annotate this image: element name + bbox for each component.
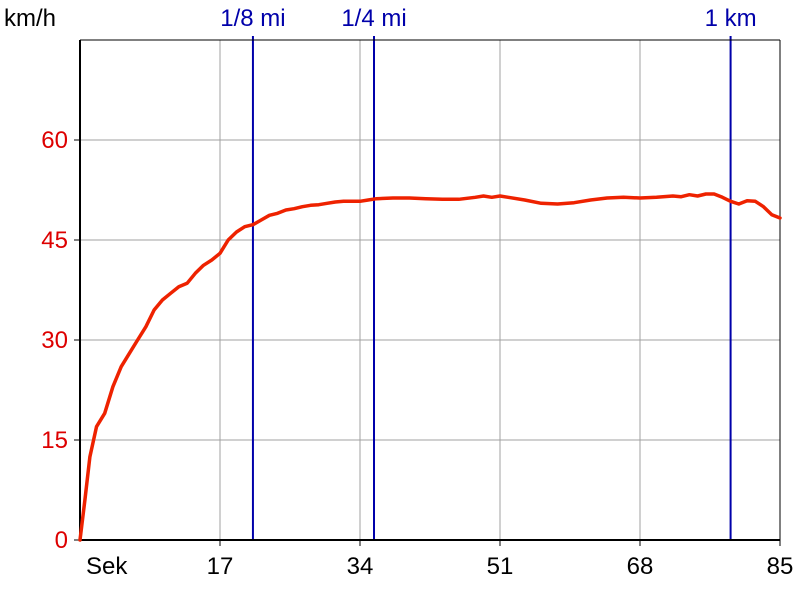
y-tick-label: 30 <box>41 327 68 354</box>
x-tick-labels: 17 34 51 68 85 <box>207 553 794 580</box>
y-tick-label: 0 <box>55 527 68 554</box>
x-axis-label: Sek <box>86 553 128 580</box>
grid-lines <box>80 40 780 540</box>
y-tick-label: 15 <box>41 427 68 454</box>
y-tick-label: 60 <box>41 127 68 154</box>
distance-marker-label: 1 km <box>705 5 757 32</box>
distance-marker-label: 1/4 mi <box>341 5 406 32</box>
series-lines <box>78 192 782 542</box>
speed-series-line <box>78 192 782 542</box>
distance-marker-label: 1/8 mi <box>220 5 285 32</box>
x-tick-label: 68 <box>627 553 654 580</box>
x-tick-label: 34 <box>347 553 374 580</box>
plot-frame <box>74 39 781 546</box>
y-axis-label: km/h <box>4 5 56 32</box>
x-tick-label: 17 <box>207 553 234 580</box>
x-tick-label: 85 <box>767 553 794 580</box>
y-tick-labels: 0 15 30 45 60 <box>41 127 68 554</box>
distance-markers: 1/8 mi 1/4 mi 1 km <box>220 5 757 540</box>
x-tick-label: 51 <box>487 553 514 580</box>
y-tick-label: 45 <box>41 227 68 254</box>
